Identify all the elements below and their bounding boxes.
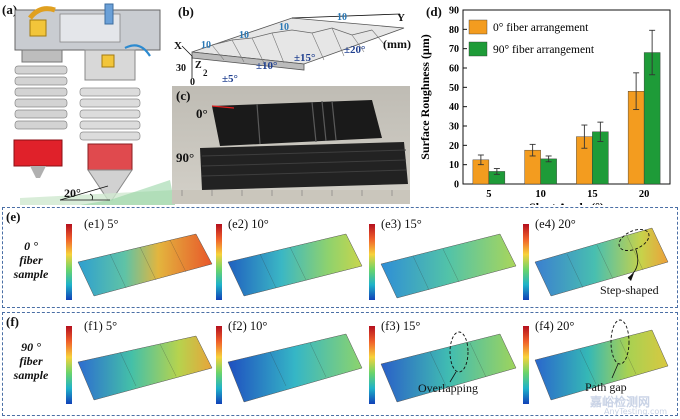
legend-label-0: 0° fiber arrangement bbox=[493, 22, 589, 34]
row-e-title: 0 ° fiber sample bbox=[4, 239, 58, 281]
y-tick-label-0: 0 bbox=[454, 180, 459, 191]
panel-a-label: (a) bbox=[2, 2, 18, 17]
angle-15: ±15° bbox=[294, 52, 316, 64]
row-f-title-line3: sample bbox=[13, 368, 49, 382]
x-tick-label-0: 5 bbox=[486, 189, 491, 200]
panel-f-label: (f) bbox=[6, 314, 19, 329]
angle-10: ±10° bbox=[256, 60, 278, 72]
label-0-deg: 0° bbox=[196, 106, 208, 121]
sub-f4: (f4) 20° bbox=[535, 319, 575, 333]
y-tick-label-7: 70 bbox=[449, 44, 459, 55]
y-tick-label-5: 50 bbox=[449, 83, 459, 94]
axis-y: Y bbox=[397, 12, 405, 24]
y-tick-label-1: 10 bbox=[449, 160, 459, 171]
sub-e2: (e2) 10° bbox=[228, 217, 269, 231]
dim-2: 2 bbox=[203, 68, 208, 78]
angle-20: ±20° bbox=[344, 44, 366, 56]
row-f-title: 90 ° fiber sample bbox=[4, 340, 58, 382]
watermark-en: AnyTesting.com bbox=[604, 407, 668, 416]
colorbar-e2 bbox=[216, 224, 222, 300]
unit-label: (mm) bbox=[383, 37, 411, 51]
dim-30: 30 bbox=[176, 63, 186, 74]
axis-x: X bbox=[174, 40, 182, 52]
sub-e4: (e4) 20° bbox=[535, 217, 576, 231]
sub-f2: (f2) 10° bbox=[228, 319, 268, 333]
dim-10-3: 10 bbox=[279, 22, 289, 33]
label-90-deg: 90° bbox=[176, 150, 195, 165]
legend-swatch-1 bbox=[468, 41, 488, 57]
y-tick-label-3: 30 bbox=[449, 122, 459, 133]
fiber-samples-photo bbox=[172, 100, 410, 204]
panel-c-label: (c) bbox=[176, 88, 191, 103]
row-e-frame bbox=[2, 207, 678, 308]
row-e-title-line1: 0 ° bbox=[24, 239, 38, 253]
colorbar-f4 bbox=[523, 326, 529, 404]
colorbar-e3 bbox=[369, 224, 375, 300]
overlapping-label: Overlapping bbox=[418, 381, 478, 395]
printhead-illustration bbox=[13, 3, 175, 205]
legend-swatch-0 bbox=[468, 19, 488, 35]
colorbar-e1 bbox=[66, 224, 72, 300]
step-shaped-label: Step-shaped bbox=[600, 283, 659, 297]
dim-10-4: 10 bbox=[337, 12, 347, 23]
y-tick-label-2: 20 bbox=[449, 141, 459, 152]
dim-10-1: 10 bbox=[201, 40, 211, 51]
x-tick-label-3: 20 bbox=[639, 189, 650, 200]
colorbar-f3 bbox=[369, 326, 375, 404]
x-tick-label-1: 10 bbox=[535, 189, 546, 200]
y-tick-label-8: 80 bbox=[449, 25, 459, 36]
x-axis-label: Slant Angle (°) bbox=[529, 200, 604, 205]
y-tick-label-9: 90 bbox=[449, 6, 459, 17]
row-e-title-line2: fiber bbox=[19, 253, 43, 267]
sub-e3: (e3) 15° bbox=[381, 217, 422, 231]
row-f-title-line1: 90 ° bbox=[21, 340, 41, 354]
sub-f1: (f1) 5° bbox=[84, 319, 118, 333]
y-axis-label: Surface Roughness (μm) bbox=[418, 34, 432, 159]
sample-photo bbox=[172, 86, 410, 204]
sub-f3: (f3) 15° bbox=[381, 319, 421, 333]
y-tick-label-6: 60 bbox=[449, 64, 459, 75]
sub-e1: (e1) 5° bbox=[84, 217, 119, 231]
path-gap-label: Path gap bbox=[585, 380, 627, 394]
plot-frame bbox=[462, 9, 671, 185]
y-tick-label-4: 40 bbox=[449, 102, 459, 113]
panel-d-label: (d) bbox=[426, 4, 442, 19]
axis-z: Z bbox=[195, 60, 202, 71]
x-tick-label-2: 15 bbox=[587, 189, 598, 200]
angle-5: ±5° bbox=[222, 73, 238, 85]
dim-10-2: 10 bbox=[239, 30, 249, 41]
roughness-bar-chart: 0 10 20 30 40 50 60 70 80 90 5 10 15 20 Slant Angle (°… bbox=[418, 6, 671, 205]
dim-0: 0 bbox=[190, 77, 195, 88]
colorbar-f1 bbox=[66, 326, 72, 404]
panel-b-label: (b) bbox=[178, 4, 194, 19]
row-f-title-line2: fiber bbox=[19, 354, 43, 368]
staircase-geometry-diagram bbox=[181, 13, 405, 78]
colorbar-f2 bbox=[216, 326, 222, 404]
slant-angle-label: 20° bbox=[64, 186, 81, 200]
row-f-frame bbox=[2, 312, 678, 416]
legend-label-1: 90° fiber arrangement bbox=[493, 44, 595, 56]
row-e-title-line3: sample bbox=[13, 267, 49, 281]
colorbar-e4 bbox=[523, 224, 529, 300]
watermark-cn: 嘉峪检测网 bbox=[590, 395, 651, 409]
panel-e-label: (e) bbox=[6, 209, 21, 224]
